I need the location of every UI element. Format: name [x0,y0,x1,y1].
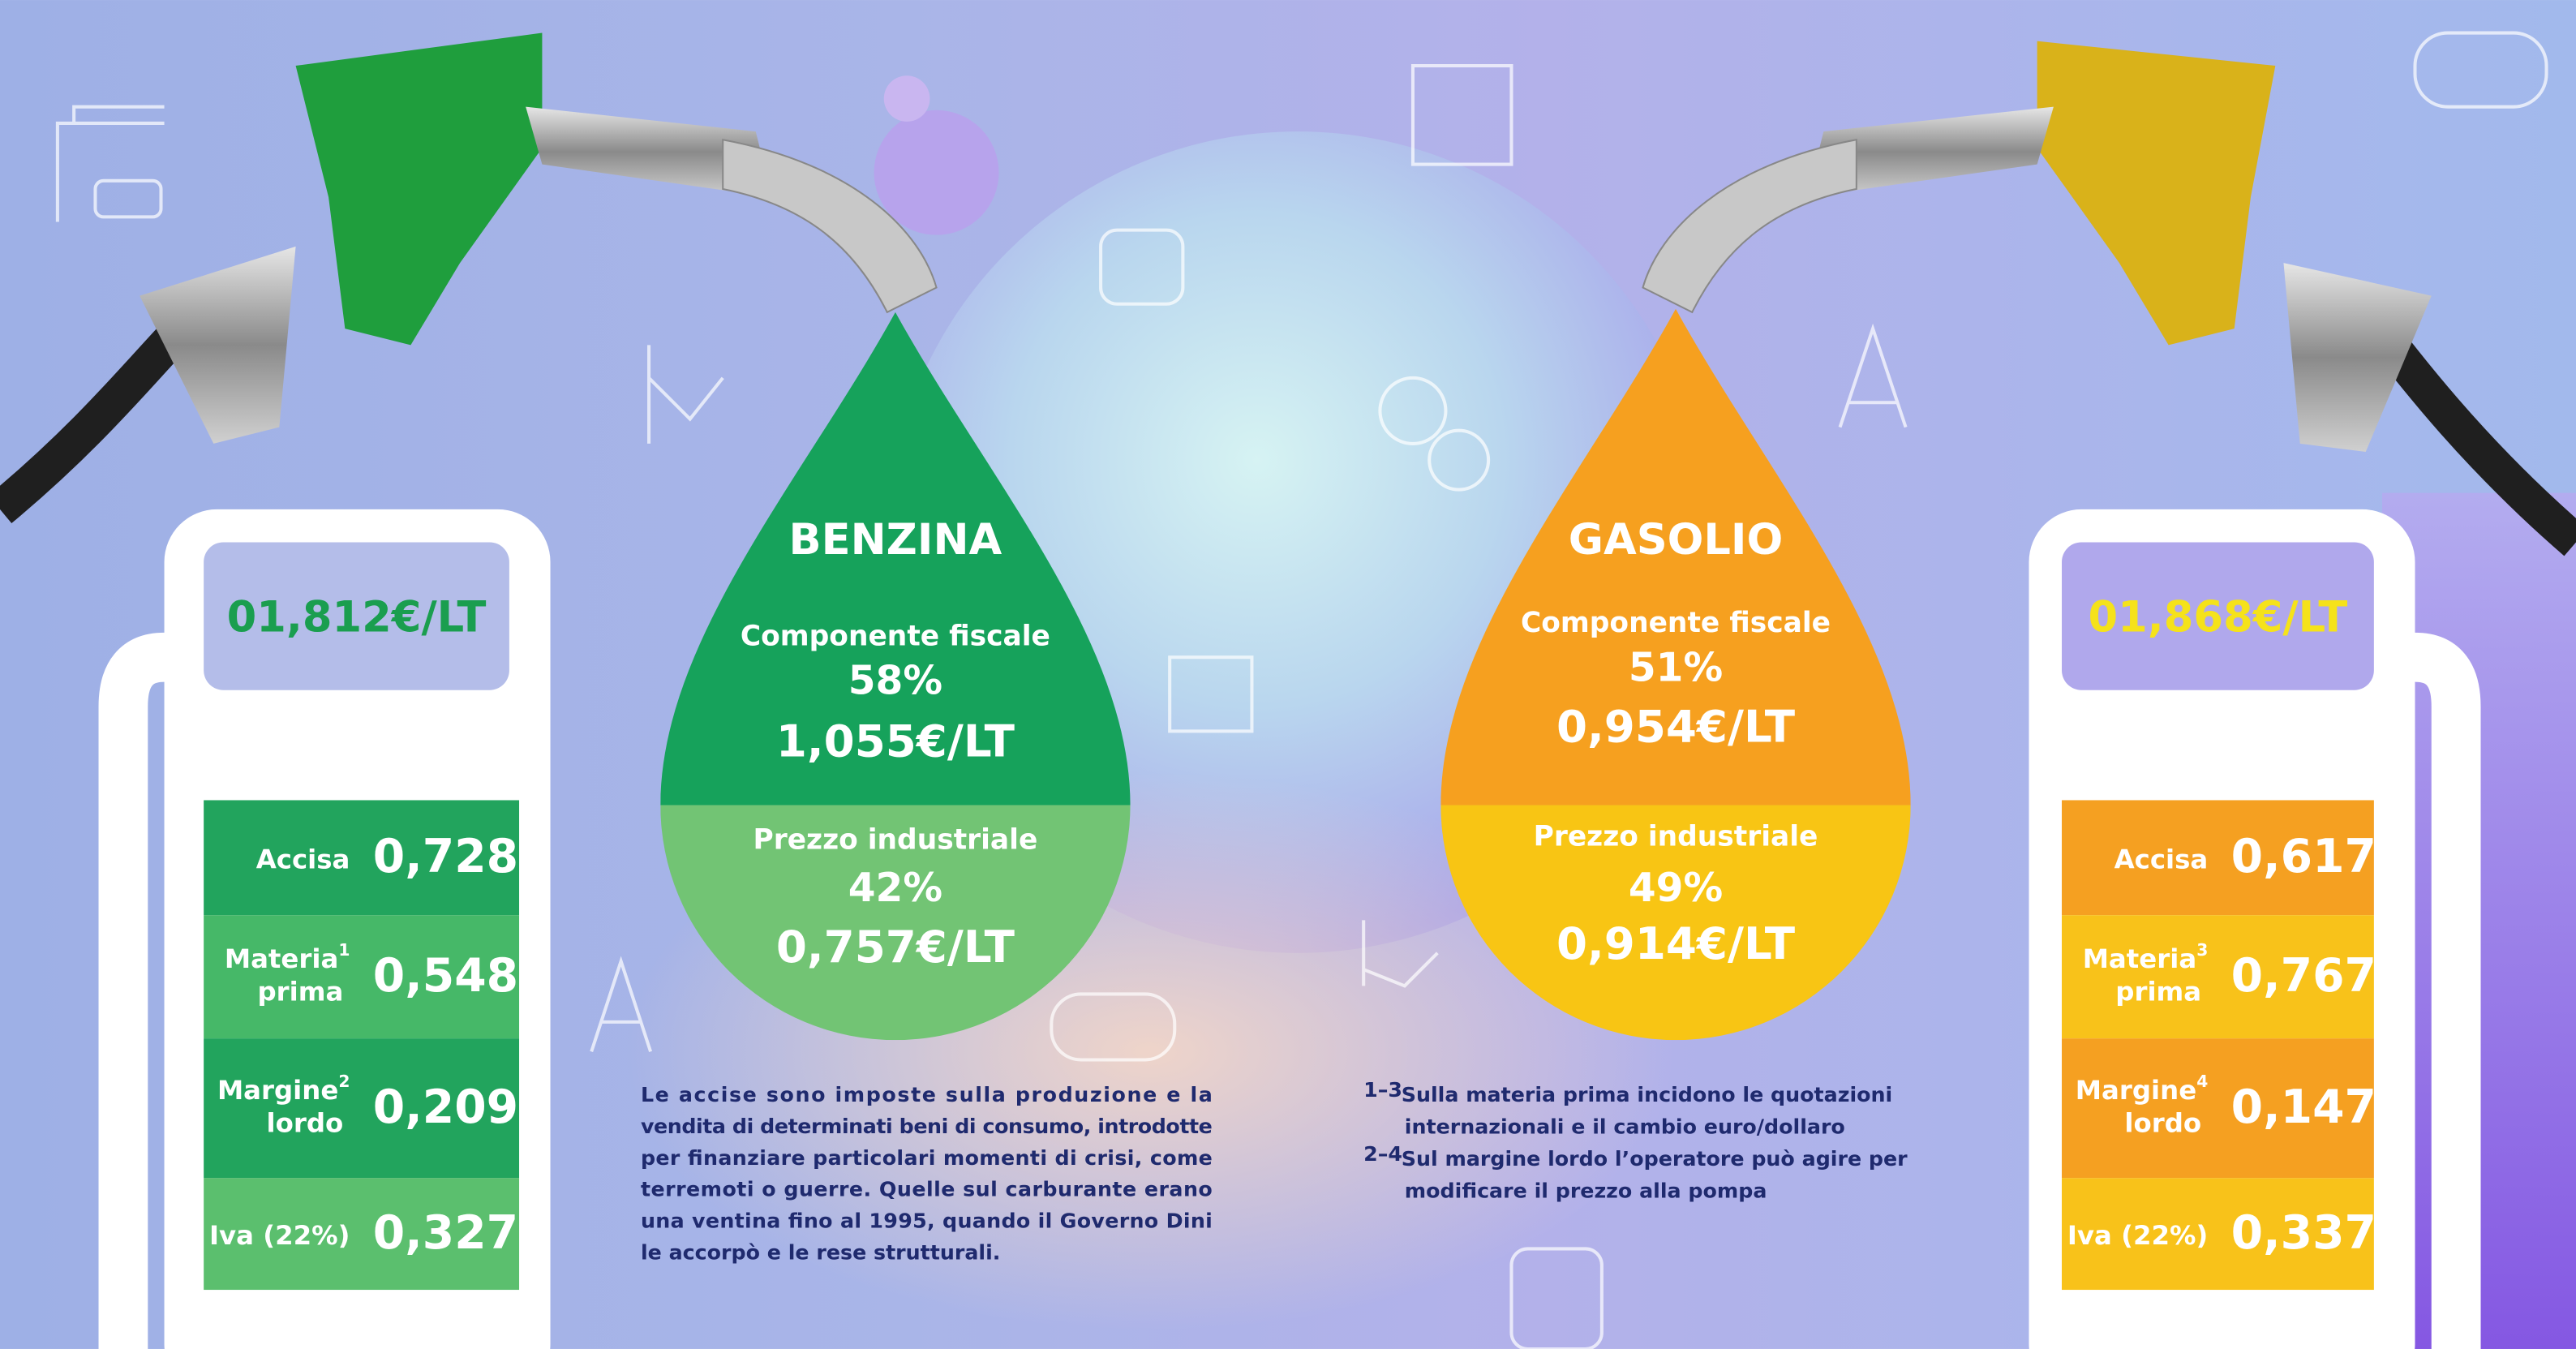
footnote-line: Sulla materia prima incidono le quotazio… [1402,1083,1892,1106]
note-line: terremoti o guerre. Quelle sul carburant… [641,1178,1213,1201]
row-label: prima [257,976,343,1007]
row-label-sup: 2 [338,1071,350,1090]
note-line: vendita di determinati beni di consumo, … [641,1115,1213,1138]
drop-title: BENZINA [789,515,1002,565]
footnote-marker: 2–4 [1363,1142,1402,1166]
fiscal-value: 1,055€/LT [776,715,1015,767]
row-value: 0,327 [373,1206,518,1260]
row-value: 0,767 [2231,949,2376,1003]
fiscal-value: 0,954€/LT [1556,700,1795,752]
fiscal-percent: 51% [1629,645,1723,690]
row-label: lordo [2124,1107,2201,1138]
industrial-label: Prezzo industriale [1534,821,1818,853]
row-label: Accisa [256,844,350,874]
row-label: lordo [267,1107,344,1138]
row-value: 0,617 [2231,830,2376,883]
footnote-line: modificare il prezzo alla pompa [1405,1179,1767,1203]
row-label: Margine2 [217,1071,350,1106]
row-label: Iva (22%) [209,1220,350,1251]
fiscal-label: Componente fiscale [1521,607,1831,639]
row-label: Accisa [2114,844,2209,874]
row-label: Materia1 [225,939,350,974]
row-value: 0,147 [2231,1080,2376,1134]
footnote-line: Sul margine lordo l’operatore può agire … [1402,1147,1908,1171]
infographic: 01,812€/LT 01,868€/LT BENZINA Componente… [0,0,2576,1349]
row-label: Materia3 [2083,939,2209,974]
row-value: 0,548 [373,949,518,1003]
fiscal-label: Componente fiscale [741,620,1050,652]
bubble [884,75,930,122]
row-label: Iva (22%) [2067,1220,2208,1251]
row-value: 0,337 [2231,1206,2376,1260]
row-label-sup: 4 [2196,1071,2208,1090]
row-label-text: Margine [2076,1075,2196,1106]
row-label-text: Materia [225,943,338,974]
row-value: 0,209 [373,1080,518,1134]
row-label-sup: 3 [2196,939,2208,959]
row-label-text: Materia [2083,943,2196,974]
footnote-line: internazionali e il cambio euro/dollaro [1405,1115,1845,1139]
row-label-sup: 1 [338,939,350,959]
price: 01,868€/LT [2089,592,2348,642]
page: { "benzina": { "price": "01,812€/LT", "t… [0,0,2576,1349]
fiscal-percent: 58% [848,659,942,704]
industrial-label: Prezzo industriale [753,824,1038,857]
bubble [874,110,999,235]
industrial-value: 0,757€/LT [776,921,1015,973]
row-label-text: Margine [217,1075,338,1106]
note-line: una ventina fino al 1995, quando il Gove… [641,1209,1213,1233]
row-label: Margine4 [2076,1071,2208,1106]
industrial-value: 0,914€/LT [1556,917,1795,969]
row-label: prima [2115,976,2201,1007]
drop-title: GASOLIO [1569,515,1784,565]
industrial-percent: 42% [848,866,942,911]
row-value: 0,728 [373,830,518,883]
price: 01,812€/LT [227,592,487,642]
note-line: Le accise sono imposte sulla produzione … [641,1083,1213,1106]
footnote-marker: 1–3 [1363,1078,1402,1102]
note-line: per finanziare particolari momenti di cr… [641,1146,1213,1170]
note-line: le accorpò e le rese strutturali. [641,1240,1000,1264]
industrial-percent: 49% [1629,866,1723,911]
